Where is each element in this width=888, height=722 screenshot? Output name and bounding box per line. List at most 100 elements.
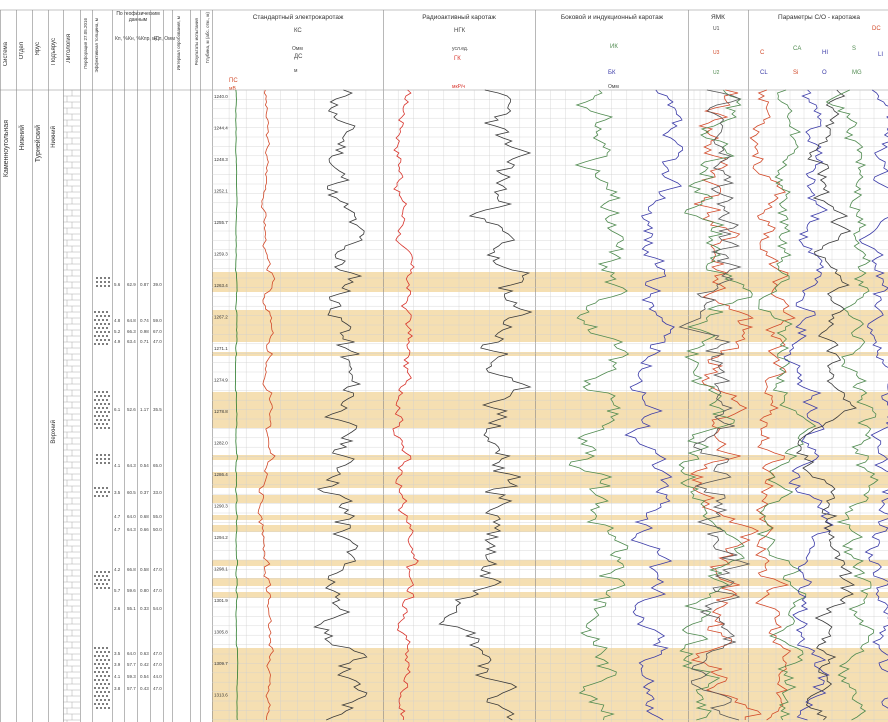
sandstone-dot [104, 454, 106, 456]
sandstone-dot [96, 462, 98, 464]
sandstone-dot [94, 335, 96, 337]
sandstone-dot [98, 319, 100, 321]
sandstone-dot [108, 579, 110, 581]
sandstone-dot [96, 667, 98, 669]
interval-kn-value: 64.0 [127, 651, 136, 656]
sandstone-dot [94, 399, 96, 401]
interval-kn-value: 63.4 [127, 339, 136, 344]
interval-kpr-value: 0.74 [140, 318, 149, 323]
interval-kn-value: 64.3 [127, 463, 136, 468]
sandstone-dot [94, 703, 96, 705]
label-lateral-unit: Омм [608, 84, 619, 90]
sandstone-dot [104, 419, 106, 421]
sandstone-dot [106, 407, 108, 409]
sandstone-dot [94, 327, 96, 329]
sandstone-dot [100, 339, 102, 341]
label-mg: MG [852, 70, 862, 76]
reservoir-band [212, 392, 888, 428]
sandstone-dot [104, 683, 106, 685]
interval-rp-value: 67.0 [153, 329, 162, 334]
sandstone-dot [96, 403, 98, 405]
interval-kp-value: 4.7 [114, 514, 121, 519]
interval-rp-value: 35.5 [153, 407, 162, 412]
interval-kn-value: 66.3 [127, 329, 136, 334]
sandstone-dot [104, 659, 106, 661]
sandstone-dot [104, 315, 106, 317]
interval-rp-value: 59.0 [153, 318, 162, 323]
label-ps: ПС [229, 78, 238, 84]
interval-kp-value: 5.7 [114, 588, 121, 593]
sandstone-dot [108, 675, 110, 677]
ps-curve [257, 89, 276, 721]
sandstone-dot [98, 487, 100, 489]
interval-kpr-value: 0.71 [140, 339, 149, 344]
sandstone-dot [100, 281, 102, 283]
header-kp: Кп, % [115, 36, 128, 42]
sandstone-dot [94, 695, 96, 697]
sandstone-dot [106, 703, 108, 705]
label-hi: HI [822, 50, 828, 56]
label-bk: БК [608, 70, 616, 76]
label-cl: CL [760, 70, 768, 76]
interval-kp-value: 3.8 [114, 686, 121, 691]
depth-label: 1252.1 [214, 189, 228, 194]
sandstone-dot [100, 285, 102, 287]
depth-label: 1263.4 [214, 283, 228, 288]
reservoir-band [212, 515, 888, 520]
sandstone-dot [96, 285, 98, 287]
sandstone-dot [94, 391, 96, 393]
sandstone-dot [108, 587, 110, 589]
label-gk-unit: мкР/ч [452, 84, 465, 90]
depth-label: 1255.7 [214, 220, 228, 225]
u1-curve [678, 89, 751, 721]
sandstone-dot [98, 663, 100, 665]
sandstone-dot [104, 462, 106, 464]
sandstone-dot [108, 691, 110, 693]
sandstone-dot [108, 427, 110, 429]
sandstone-dot [98, 391, 100, 393]
interval-kn-value: 64.3 [127, 527, 136, 532]
sandstone-dot [104, 458, 106, 460]
sandstone-dot [98, 575, 100, 577]
label-ds-unit: м [294, 68, 298, 74]
depth-label: 1259.3 [214, 252, 228, 257]
label-ik: ИК [610, 44, 618, 50]
interval-kn-value: 57.7 [127, 686, 136, 691]
depth-label: 1313.6 [214, 693, 228, 698]
interval-kpr-value: 0.58 [140, 567, 149, 572]
sandstone-dot [100, 571, 102, 573]
sandstone-dot [98, 687, 100, 689]
sandstone-dot [106, 663, 108, 665]
sandstone-dot [100, 707, 102, 709]
sandstone-dot [102, 423, 104, 425]
interval-kp-value: 6.1 [114, 407, 121, 412]
sandstone-dot [108, 571, 110, 573]
sandstone-dot [96, 323, 98, 325]
interval-kpr-value: 0.66 [140, 527, 149, 532]
sandstone-dot [102, 487, 104, 489]
interval-rp-value: 47.0 [153, 651, 162, 656]
reservoir-band [212, 352, 888, 356]
sandstone-dot [102, 415, 104, 417]
sandstone-dot [100, 427, 102, 429]
label-gk: ГК [454, 56, 461, 62]
interval-kp-value: 4.1 [114, 463, 121, 468]
sandstone-dot [102, 335, 104, 337]
interval-kp-value: 5.6 [114, 282, 121, 287]
interval-rp-value: 33.0 [153, 490, 162, 495]
interval-kpr-value: 0.63 [140, 651, 149, 656]
interval-rp-value: 47.0 [153, 567, 162, 572]
sandstone-dot [96, 315, 98, 317]
interval-rp-value: 47.0 [153, 339, 162, 344]
sandstone-dot [108, 491, 110, 493]
interval-kp-value: 2.6 [114, 606, 121, 611]
sandstone-dot [98, 407, 100, 409]
label-s: S [852, 46, 857, 52]
sandstone-dot [94, 647, 96, 649]
sandstone-dot [98, 327, 100, 329]
sandstone-dot [104, 427, 106, 429]
interval-kp-value: 5.2 [114, 329, 121, 334]
header-kn: Кн, % [128, 36, 141, 42]
interval-kpr-value: 0.37 [140, 490, 149, 495]
depth-label: 1248.3 [214, 157, 228, 162]
